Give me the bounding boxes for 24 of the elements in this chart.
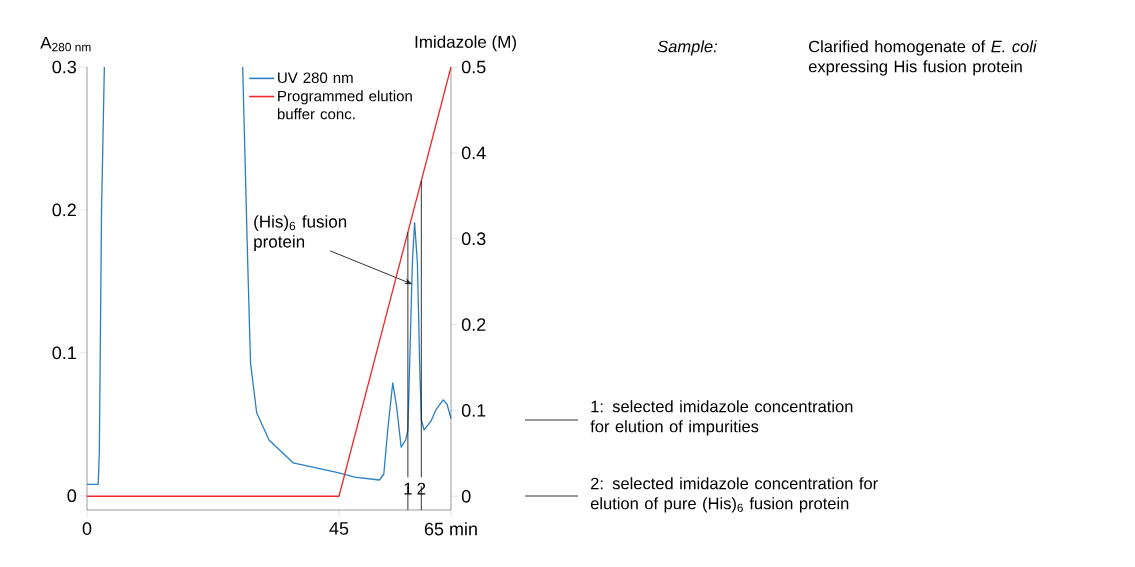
- y2-tick-label: 0.1: [461, 404, 486, 417]
- text: 2: selected imidazole concentration for elution of pure (His)$_{6}$ fusion protein: [590, 477, 878, 513]
- annotation: 2: [417, 482, 426, 495]
- y-tick-label: 0.2: [52, 203, 76, 217]
- legend-label: UV 280 nm: [278, 72, 353, 84]
- y2-tick-label: 0.5: [461, 60, 486, 74]
- y-tick-label: 0: [67, 489, 77, 503]
- y-axis-title: A$_{280 nm}$: [40, 36, 91, 52]
- y2-tick-label: 0.3: [461, 232, 486, 246]
- y2-tick-label: 0: [461, 489, 471, 503]
- legend-label: Programmed elution buffer conc.: [277, 90, 412, 120]
- annotation: (His)$_{6}$ fusion protein: [254, 215, 347, 252]
- text: Clarified homogenate of E. coli expressing His fusion protein: [808, 40, 1037, 76]
- text: Sample:: [657, 40, 718, 56]
- text: 1: selected imidazole concentration for elution of impurities: [590, 400, 853, 436]
- x-tick-label: 65 min: [424, 522, 477, 536]
- annotation: 1: [404, 482, 412, 495]
- y-tick-label: 0.1: [52, 346, 76, 360]
- x-tick-label: 45: [329, 522, 349, 535]
- y2-axis-title: Imidazole (M): [415, 35, 516, 52]
- y2-tick-label: 0.4: [461, 146, 486, 160]
- y-tick-label: 0.3: [52, 60, 77, 74]
- y2-tick-label: 0.2: [461, 318, 486, 331]
- x-tick-label: 0: [82, 522, 92, 535]
